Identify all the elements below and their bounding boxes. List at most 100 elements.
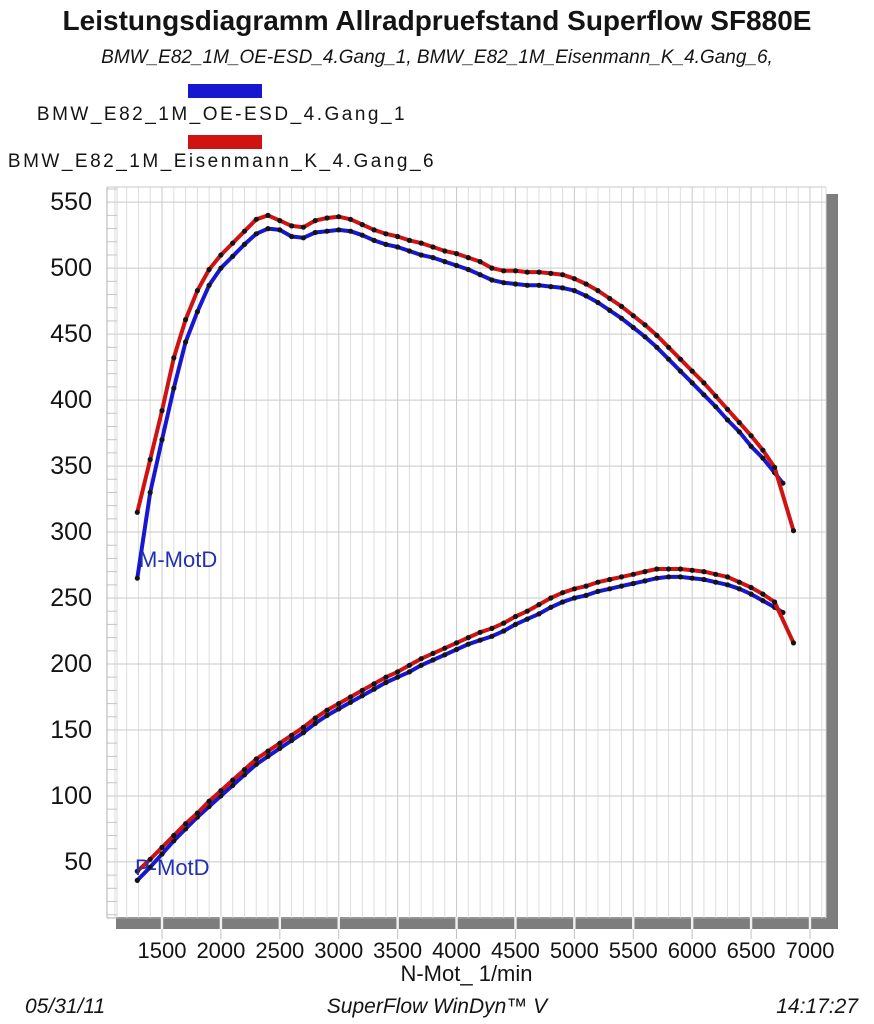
torque-eisenmann-data-point (418, 240, 424, 246)
power-eisenmann-data-point (253, 756, 259, 762)
torque-oe-esd-data-point (383, 241, 389, 247)
power-eisenmann-data-point (713, 571, 719, 577)
torque-oe-esd-data-point (395, 244, 401, 250)
torque-oe-esd-data-point (583, 293, 589, 299)
torque-eisenmann-data-point (336, 214, 342, 220)
y-tick-label: 200 (50, 650, 92, 678)
power-oe-esd-data-point (724, 582, 731, 588)
torque-oe-esd-data-point (183, 339, 189, 345)
power-oe-esd-data-point (347, 699, 354, 705)
torque-oe-esd-data-point (713, 404, 719, 410)
power-oe-esd-data-point (300, 730, 306, 736)
power-eisenmann-data-point (630, 571, 636, 577)
x-tick-label: 6000 (668, 938, 717, 963)
torque-oe-esd-data-point (347, 228, 354, 234)
power-oe-esd-data-point (241, 772, 248, 778)
power-oe-esd-data-point (689, 575, 695, 581)
x-axis-label: N-Mot_ 1/min (400, 961, 533, 986)
power-eisenmann-data-point (159, 844, 165, 851)
power-curve-label: P-MotD (135, 855, 210, 880)
torque-eisenmann-data-point (713, 393, 719, 399)
torque-eisenmann-data-point (595, 288, 601, 294)
x-tick-label: 4000 (432, 938, 481, 963)
torque-eisenmann-data-point (512, 268, 519, 274)
power-eisenmann-data-point (147, 856, 153, 862)
torque-oe-esd-data-point (371, 237, 377, 243)
torque-eisenmann-data-point (736, 419, 742, 426)
torque-eisenmann-data-point (524, 269, 530, 275)
torque-eisenmann-data-point (772, 464, 778, 470)
power-oe-esd-data-point (630, 580, 636, 587)
torque-eisenmann-data-point (371, 227, 377, 233)
torque-eisenmann-data-point (477, 259, 483, 265)
plot-shadow-bottom (116, 917, 838, 929)
power-oe-esd-data-point (418, 662, 424, 668)
torque-eisenmann-data-point (465, 255, 471, 261)
torque-eisenmann-data-point (724, 406, 731, 412)
power-eisenmann-data-point (230, 777, 236, 783)
page-subtitle: BMW_E82_1M_OE-ESD_4.Gang_1, BMW_E82_1M_E… (101, 47, 773, 68)
x-tick-gap (455, 917, 458, 929)
torque-eisenmann-data-point (790, 528, 797, 534)
power-oe-esd-data-point (595, 588, 601, 595)
page-title: Leistungsdiagramm Allradpruefstand Super… (62, 5, 812, 36)
power-oe-esd-data-point (359, 693, 365, 699)
torque-oe-esd-data-point (642, 334, 648, 340)
torque-eisenmann-data-point (312, 218, 318, 224)
torque-oe-esd-data-point (289, 233, 295, 240)
power-eisenmann-data-point (300, 724, 306, 730)
torque-oe-esd-data-point (324, 228, 330, 234)
torque-oe-esd-data-point (571, 288, 578, 294)
power-eisenmann-data-point (618, 574, 625, 580)
torque-oe-esd-data-point (595, 299, 601, 306)
torque-eisenmann-data-point (324, 215, 330, 221)
torque-oe-esd-data-point (218, 265, 224, 271)
power-oe-esd-data-point (289, 737, 295, 744)
torque-curve-label: M-MotD (139, 547, 218, 572)
power-oe-esd-data-point (489, 633, 495, 639)
torque-eisenmann-data-point (536, 269, 542, 275)
power-oe-esd-data-point (442, 652, 448, 658)
torque-oe-esd-data-point (406, 248, 412, 254)
power-eisenmann-data-point (277, 740, 283, 746)
power-eisenmann-data-point (736, 579, 742, 585)
torque-eisenmann-data-point (300, 224, 306, 230)
torque-oe-esd-data-point (194, 309, 200, 315)
power-eisenmann-data-point (760, 591, 766, 597)
torque-eisenmann-data-point (442, 248, 448, 254)
power-eisenmann-data-point (790, 640, 797, 646)
y-tick-label: 500 (50, 254, 92, 282)
y-tick-label: 50 (64, 848, 92, 876)
power-eisenmann-data-point (772, 599, 778, 605)
power-oe-esd-data-point (524, 616, 530, 622)
power-oe-esd-data-point (748, 591, 754, 597)
torque-oe-esd-data-point (701, 392, 707, 398)
power-eisenmann-data-point (265, 748, 271, 754)
torque-eisenmann-data-point (206, 266, 212, 273)
x-tick-gap (632, 917, 635, 929)
torque-oe-esd-data-point (607, 307, 613, 313)
torque-eisenmann-data-point (183, 317, 189, 323)
power-oe-esd-data-point (465, 641, 471, 647)
torque-oe-esd-data-point (618, 315, 625, 321)
legend-swatch-oe-esd (188, 84, 262, 98)
power-oe-esd-data-point (312, 720, 318, 727)
x-tick-gap (749, 917, 753, 929)
torque-eisenmann-data-point (666, 344, 672, 350)
power-eisenmann-data-point (489, 625, 495, 632)
y-tick-label: 150 (50, 716, 92, 744)
torque-oe-esd-data-point (241, 241, 248, 247)
power-eisenmann-data-point (194, 810, 200, 816)
torque-eisenmann-data-point (571, 276, 578, 282)
power-oe-esd-data-point (736, 586, 742, 592)
power-eisenmann-data-point (430, 650, 436, 657)
power-oe-esd-data-point (383, 679, 389, 686)
torque-eisenmann-data-point (642, 322, 648, 328)
y-tick-label: 100 (50, 782, 92, 810)
power-eisenmann-data-point (689, 567, 695, 573)
power-eisenmann-data-point (171, 832, 177, 839)
legend-swatch-eisenmann (188, 135, 262, 149)
power-eisenmann-data-point (477, 629, 483, 635)
y-tick-label: 350 (50, 452, 92, 480)
power-oe-esd-data-point (477, 637, 483, 643)
